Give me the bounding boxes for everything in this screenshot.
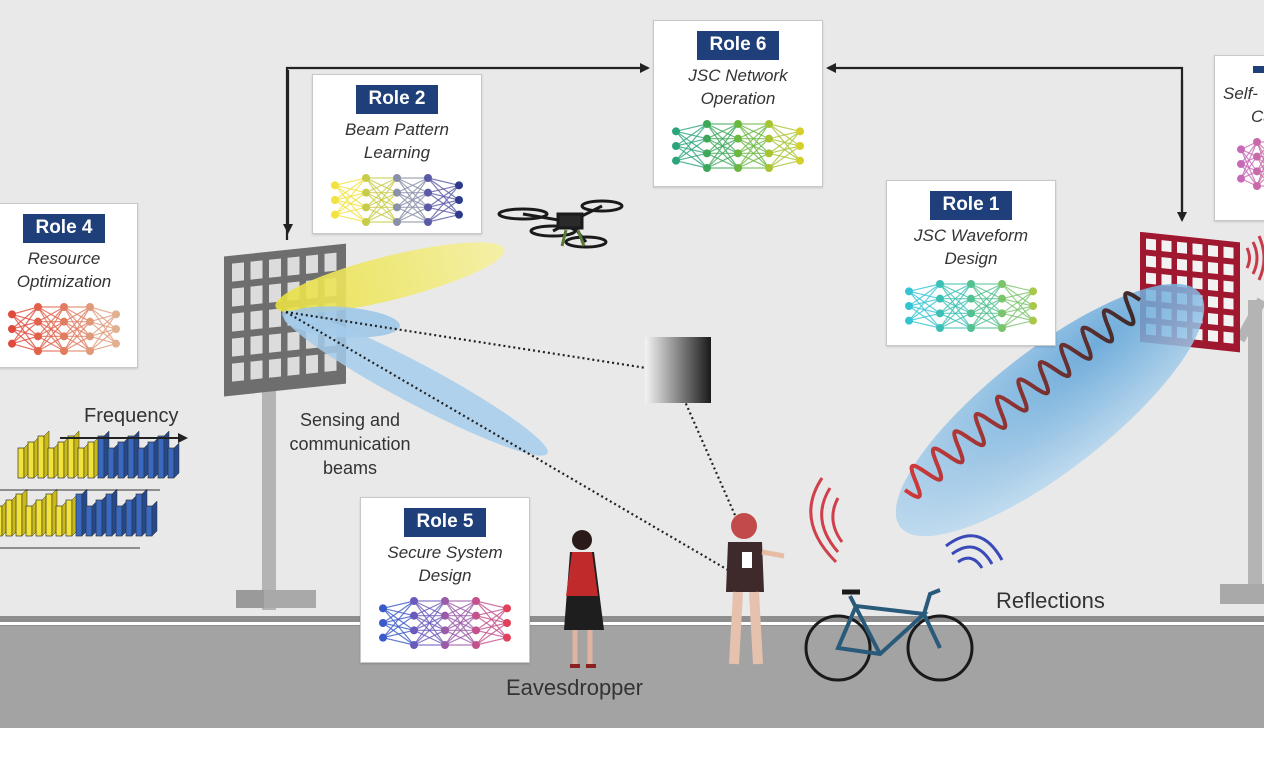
neural-network-icon: [1237, 138, 1264, 190]
neural-network-icon: [905, 280, 1037, 332]
bicycle: [804, 588, 974, 682]
neural-network-icon: [8, 303, 120, 355]
role-card-6: Role 6 JSC Network Operation: [653, 20, 823, 187]
network-links: [283, 63, 1187, 240]
frequency-label: Frequency: [84, 405, 179, 427]
role-1-title: JSC Waveform Design: [914, 226, 1028, 268]
role-2-title: Beam Pattern Learning: [345, 120, 449, 162]
obstacle-block: [645, 337, 711, 403]
reflections-label: Reflections: [996, 588, 1105, 613]
eavesdropper-label: Eavesdropper: [506, 675, 643, 700]
road-line: [0, 622, 1264, 625]
role-card-1: Role 1 JSC Waveform Design: [886, 180, 1056, 346]
role-4-badge: Role 4: [23, 214, 105, 243]
role-card-2: Role 2 Beam Pattern Learning: [312, 74, 482, 234]
role-card-3-partial: Self-Ca: [1214, 55, 1264, 221]
sensing-beams: [275, 242, 548, 456]
neural-network-icon: [331, 174, 463, 226]
role-6-badge: Role 6: [697, 31, 779, 60]
role-5-title: Secure System Design: [387, 543, 503, 585]
role-1-badge: Role 1: [930, 191, 1012, 220]
radar-echo-arcs: [809, 477, 844, 564]
drone: [497, 199, 624, 249]
role-2-badge: Role 2: [356, 85, 438, 114]
beams-label: Sensing and communication beams: [289, 410, 411, 478]
neural-network-icon: [379, 597, 511, 649]
road: [0, 618, 1264, 728]
role-4-title: Resource Optimization: [16, 249, 112, 291]
reflection-arcs: [945, 534, 1004, 569]
curb: [0, 616, 1264, 626]
waveform-beam: [895, 283, 1205, 537]
neural-network-icon: [672, 120, 804, 172]
role-card-4: Role 4 Resource Optimization: [0, 203, 138, 368]
role-card-5: Role 5 Secure System Design: [360, 497, 530, 663]
role-3-badge: [1253, 66, 1264, 73]
role-6-title: JSC Network Operation: [688, 66, 788, 108]
frequency-resource-grid: [0, 430, 180, 549]
pedestrian-figure: [726, 513, 785, 665]
role-3-title: Self-Ca: [1223, 84, 1264, 126]
eavesdropper-figure: [564, 530, 604, 668]
role-5-badge: Role 5: [404, 508, 486, 537]
